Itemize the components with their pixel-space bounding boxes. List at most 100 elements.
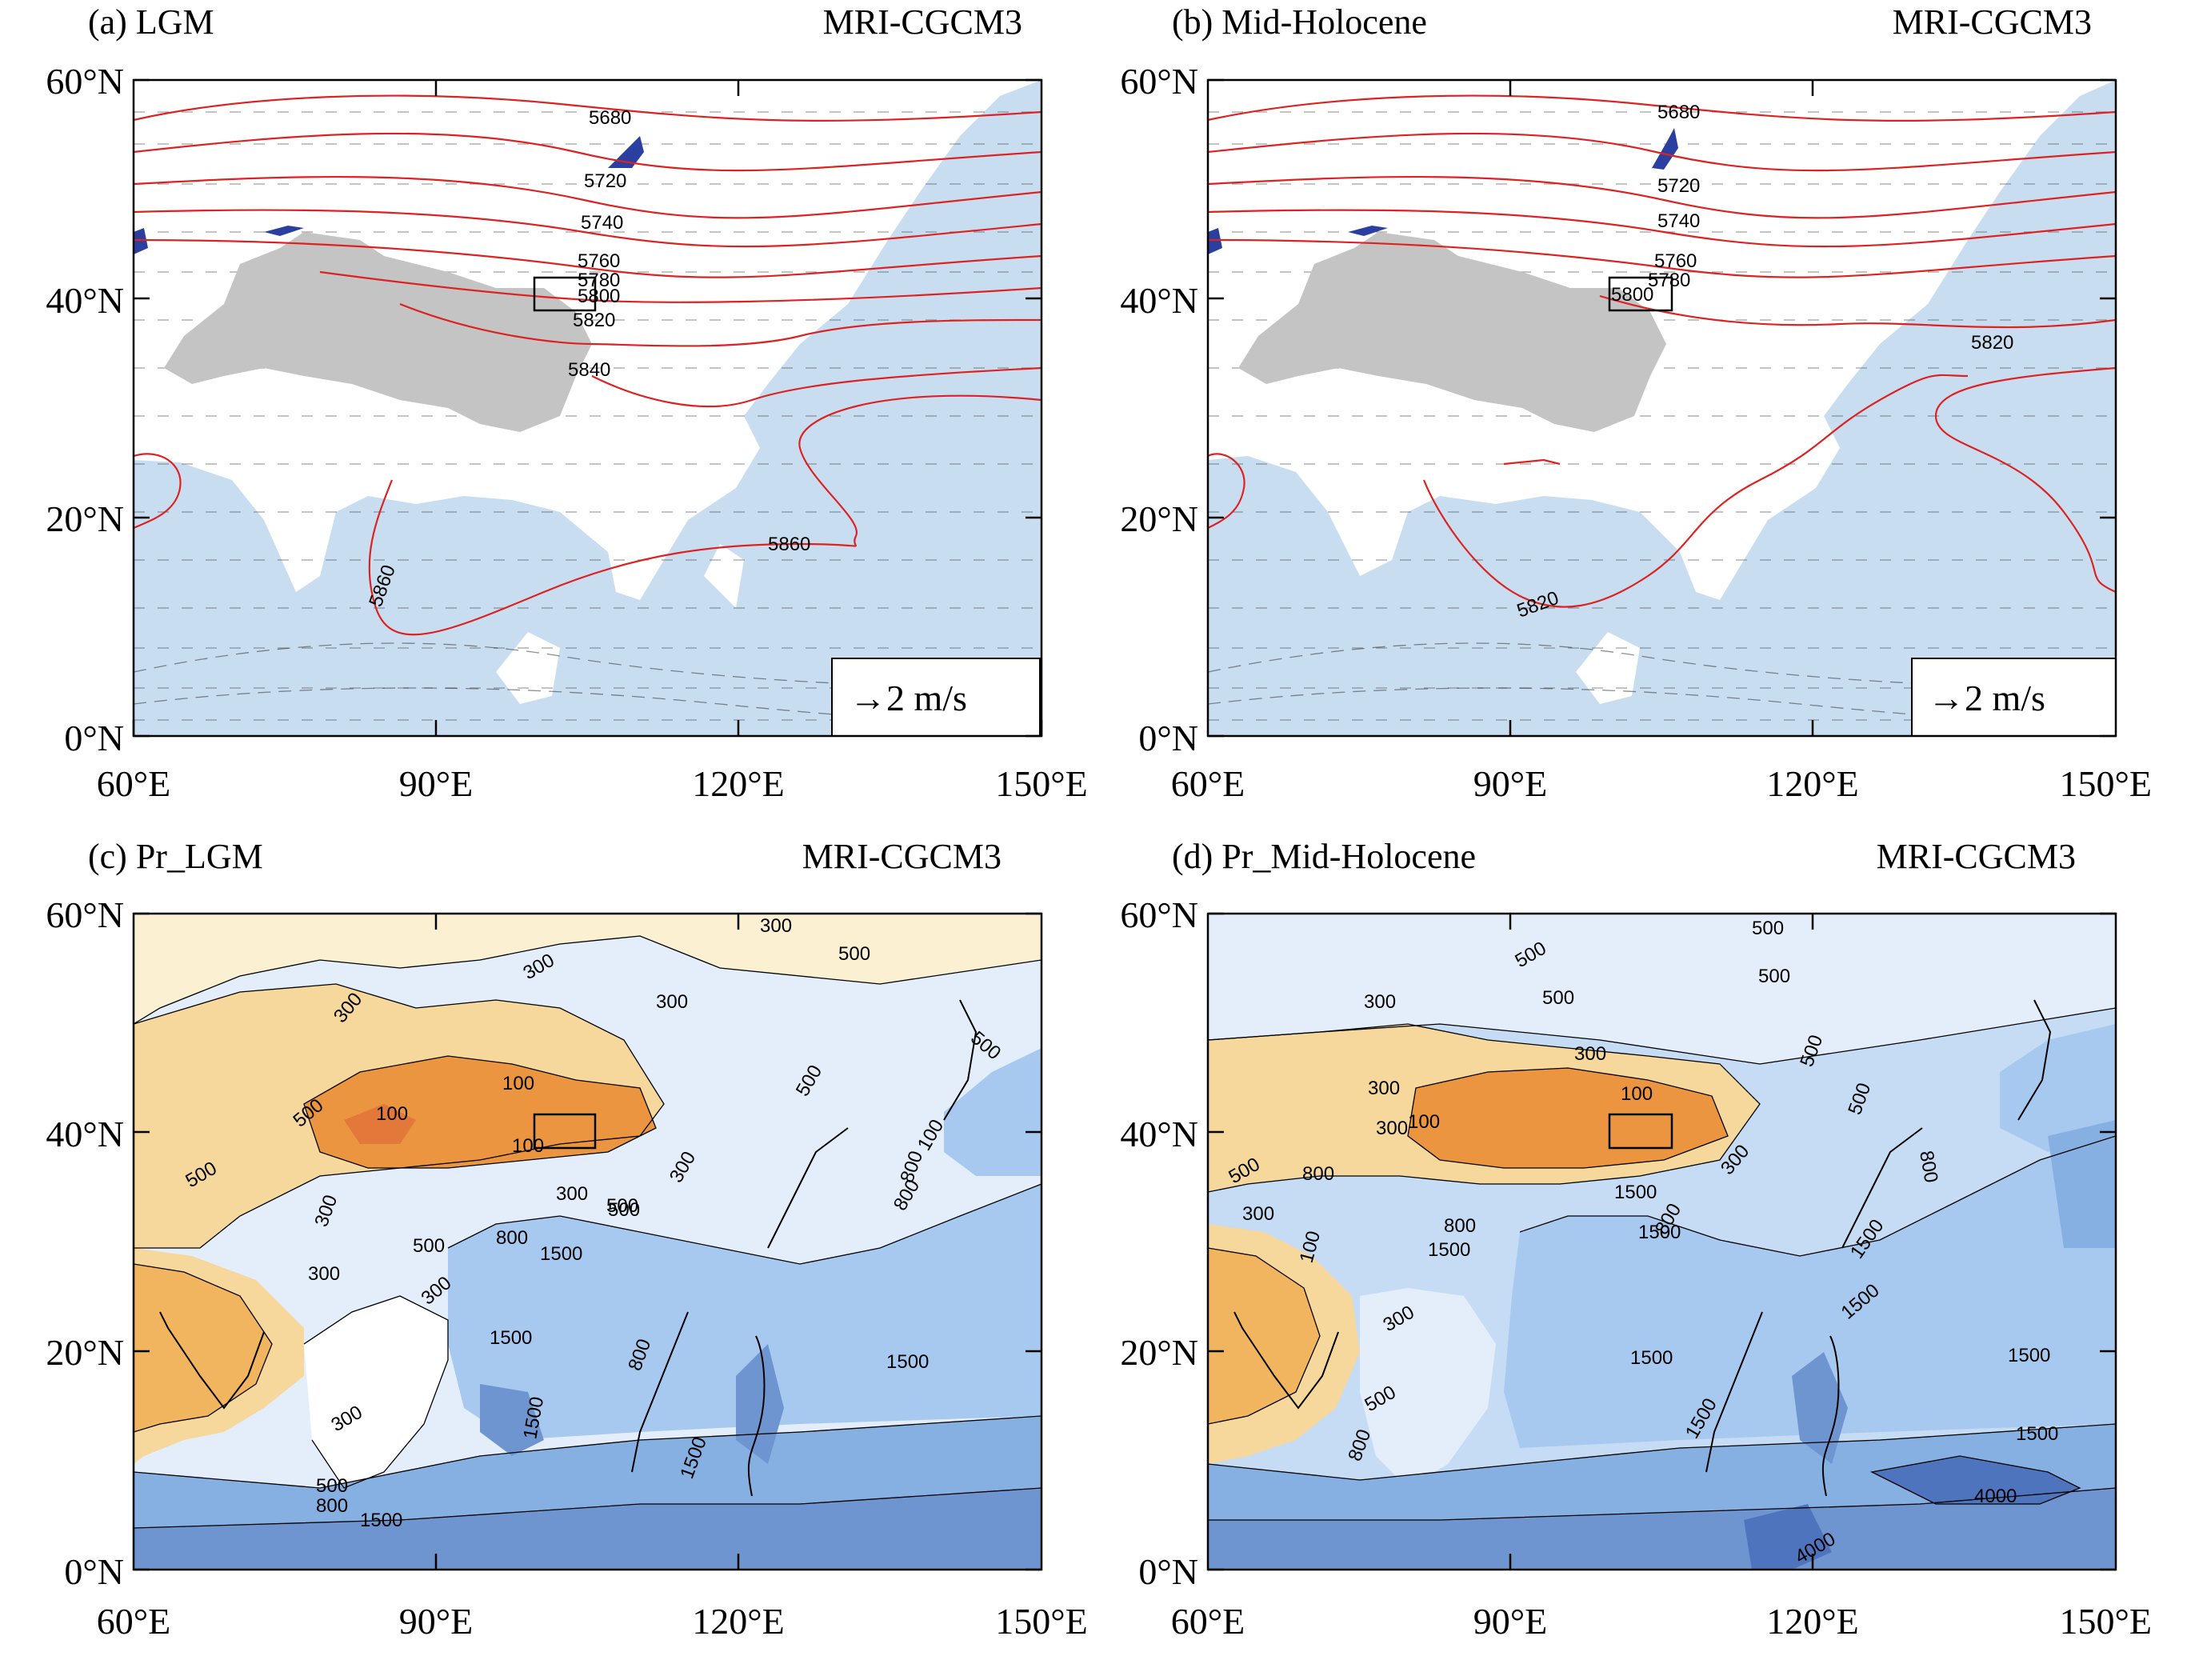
y-axis-ticks — [1208, 912, 2116, 1571]
contour-label: 500 — [1542, 987, 1574, 1009]
tick-label: 20°N — [46, 1332, 124, 1373]
tick-label: 90°E — [1473, 1601, 1548, 1642]
contour-label: 100 — [1408, 1111, 1440, 1133]
contour-label: 1500 — [360, 1510, 402, 1531]
x-axis-ticks — [1509, 914, 1814, 1570]
map-frame — [132, 78, 1043, 738]
tick-label: 120°E — [692, 1601, 785, 1642]
contour-label: 100 — [512, 1135, 544, 1157]
tick-label: 20°N — [1120, 1332, 1198, 1373]
panel-title-left: (d) Pr_Mid-Holocene — [1172, 837, 1476, 876]
tick-label: 90°E — [399, 763, 474, 804]
contour-labels: 300 300 300 500 300 500 100 100 500 100 … — [182, 915, 1006, 1531]
tick-label: 40°N — [1120, 280, 1198, 321]
contour-label: 1500 — [1614, 1182, 1657, 1203]
panel-title-left: (b) Mid-Holocene — [1172, 2, 1427, 42]
contour-label: 5800 — [1611, 284, 1653, 306]
contour-label: 300 — [308, 1263, 340, 1285]
y-axis-ticks — [1208, 78, 2116, 738]
precip-fill — [134, 914, 1042, 1570]
ocean-shading — [1208, 80, 2116, 736]
map-frame — [1206, 912, 2117, 1571]
reference-vector-legend: →2 m/s — [831, 658, 1041, 736]
tick-label: 20°N — [46, 498, 124, 539]
contour-label: 300 — [760, 915, 792, 937]
tick-label: 150°E — [2060, 763, 2153, 804]
contour-label: 800 — [496, 1227, 528, 1249]
contour-label: 5740 — [1657, 210, 1700, 232]
contour-label: 1500 — [1428, 1239, 1470, 1261]
contour-label: 500 — [606, 1195, 638, 1217]
study-box — [1608, 276, 1673, 312]
map-area: 500 500 500 300 500 300 300 100 300 500 … — [1208, 914, 2116, 1570]
contour-label: 1500 — [2016, 1423, 2058, 1445]
tick-label: 60°N — [1120, 61, 1198, 102]
tick-labels: 0°N 20°N 40°N 60°N 60°E 90°E 120°E 150°E — [46, 894, 1087, 1642]
contour-label: 500 — [413, 1235, 445, 1257]
panel-a: (a) LGM MRI-CGCM3 — [46, 2, 1087, 804]
contour-label: 5680 — [1657, 102, 1700, 123]
contour-label: 300 — [1376, 1118, 1408, 1139]
tick-label: 60°E — [1171, 1601, 1245, 1642]
map-frame — [1206, 78, 2117, 738]
panel-c: (c) Pr_LGM MRI-CGCM3 — [46, 837, 1087, 1642]
tick-label: 120°E — [1766, 763, 1859, 804]
height-contours — [134, 94, 1042, 636]
tick-label: 20°N — [1120, 498, 1198, 539]
height-contours — [1208, 94, 2116, 608]
tick-label: 150°E — [995, 763, 1088, 804]
plateau-mask — [1238, 232, 1666, 432]
tick-labels: 0°N 20°N 40°N 60°N 60°E 90°E 120°E 150°E — [46, 61, 1087, 804]
legend-label: →2 m/s — [1928, 678, 2045, 718]
contour-label: 5760 — [1654, 250, 1697, 272]
contour-label: 300 — [1242, 1203, 1274, 1225]
coastline — [1233, 999, 2052, 1497]
precip-fill — [1208, 914, 2116, 1570]
contour-label: 500 — [316, 1475, 348, 1497]
study-box — [533, 276, 597, 312]
contour-label: 1500 — [1630, 1347, 1673, 1369]
panel-title-left: (c) Pr_LGM — [88, 837, 263, 876]
tick-label: 40°N — [1120, 1114, 1198, 1154]
tick-labels: 0°N 20°N 40°N 60°N 60°E 90°E 120°E 150°E — [1120, 894, 2152, 1642]
vector-field — [1208, 111, 2116, 723]
x-axis-ticks — [434, 914, 740, 1570]
tick-label: 150°E — [995, 1601, 1088, 1642]
contour-label: 300 — [656, 991, 688, 1013]
contour-label: 5800 — [578, 286, 620, 307]
tick-label: 90°E — [399, 1601, 474, 1642]
contour-label: 800 — [316, 1495, 348, 1517]
contour-label: 5860 — [768, 534, 810, 555]
legend-label: →2 m/s — [850, 678, 967, 718]
x-axis-ticks — [132, 80, 1043, 736]
x-axis-ticks — [1509, 80, 1814, 736]
contour-labels: 5680 5720 5740 5760 5780 5800 5820 5840 … — [365, 107, 810, 610]
contour-label: 5780 — [1648, 270, 1690, 291]
contour-label: 5680 — [589, 107, 631, 129]
contour-label: 1500 — [1638, 1222, 1681, 1243]
contour-label: 5720 — [1657, 175, 1700, 197]
precip-contours — [1208, 914, 2116, 1521]
contour-label: 300 — [556, 1183, 588, 1205]
panel-title-right: MRI-CGCM3 — [823, 2, 1022, 42]
tick-label: 40°N — [46, 280, 124, 321]
contour-label: 5780 — [578, 270, 620, 291]
map-area: 300 300 300 500 300 500 100 100 500 100 … — [134, 914, 1042, 1570]
panel-d: (d) Pr_Mid-Holocene MRI-CGCM3 — [1120, 837, 2152, 1642]
tick-label: 60°N — [46, 894, 124, 935]
map-area: 5680 5720 5740 5760 5780 5800 5820 5840 … — [134, 80, 1042, 736]
contour-label: 500 — [1758, 966, 1790, 987]
plateau-mask — [164, 232, 592, 432]
contour-label: 1500 — [540, 1243, 582, 1265]
contour-label: 5820 — [1971, 332, 2013, 354]
contour-label: 100 — [502, 1073, 534, 1094]
contour-label: 500 — [608, 1199, 640, 1221]
tick-label: 120°E — [692, 763, 785, 804]
panel-title-left: (a) LGM — [88, 2, 214, 42]
map-frame — [132, 912, 1043, 1571]
y-axis-ticks — [134, 78, 1042, 738]
contour-label: 500 — [1752, 918, 1784, 939]
contour-label: 5740 — [581, 212, 623, 234]
